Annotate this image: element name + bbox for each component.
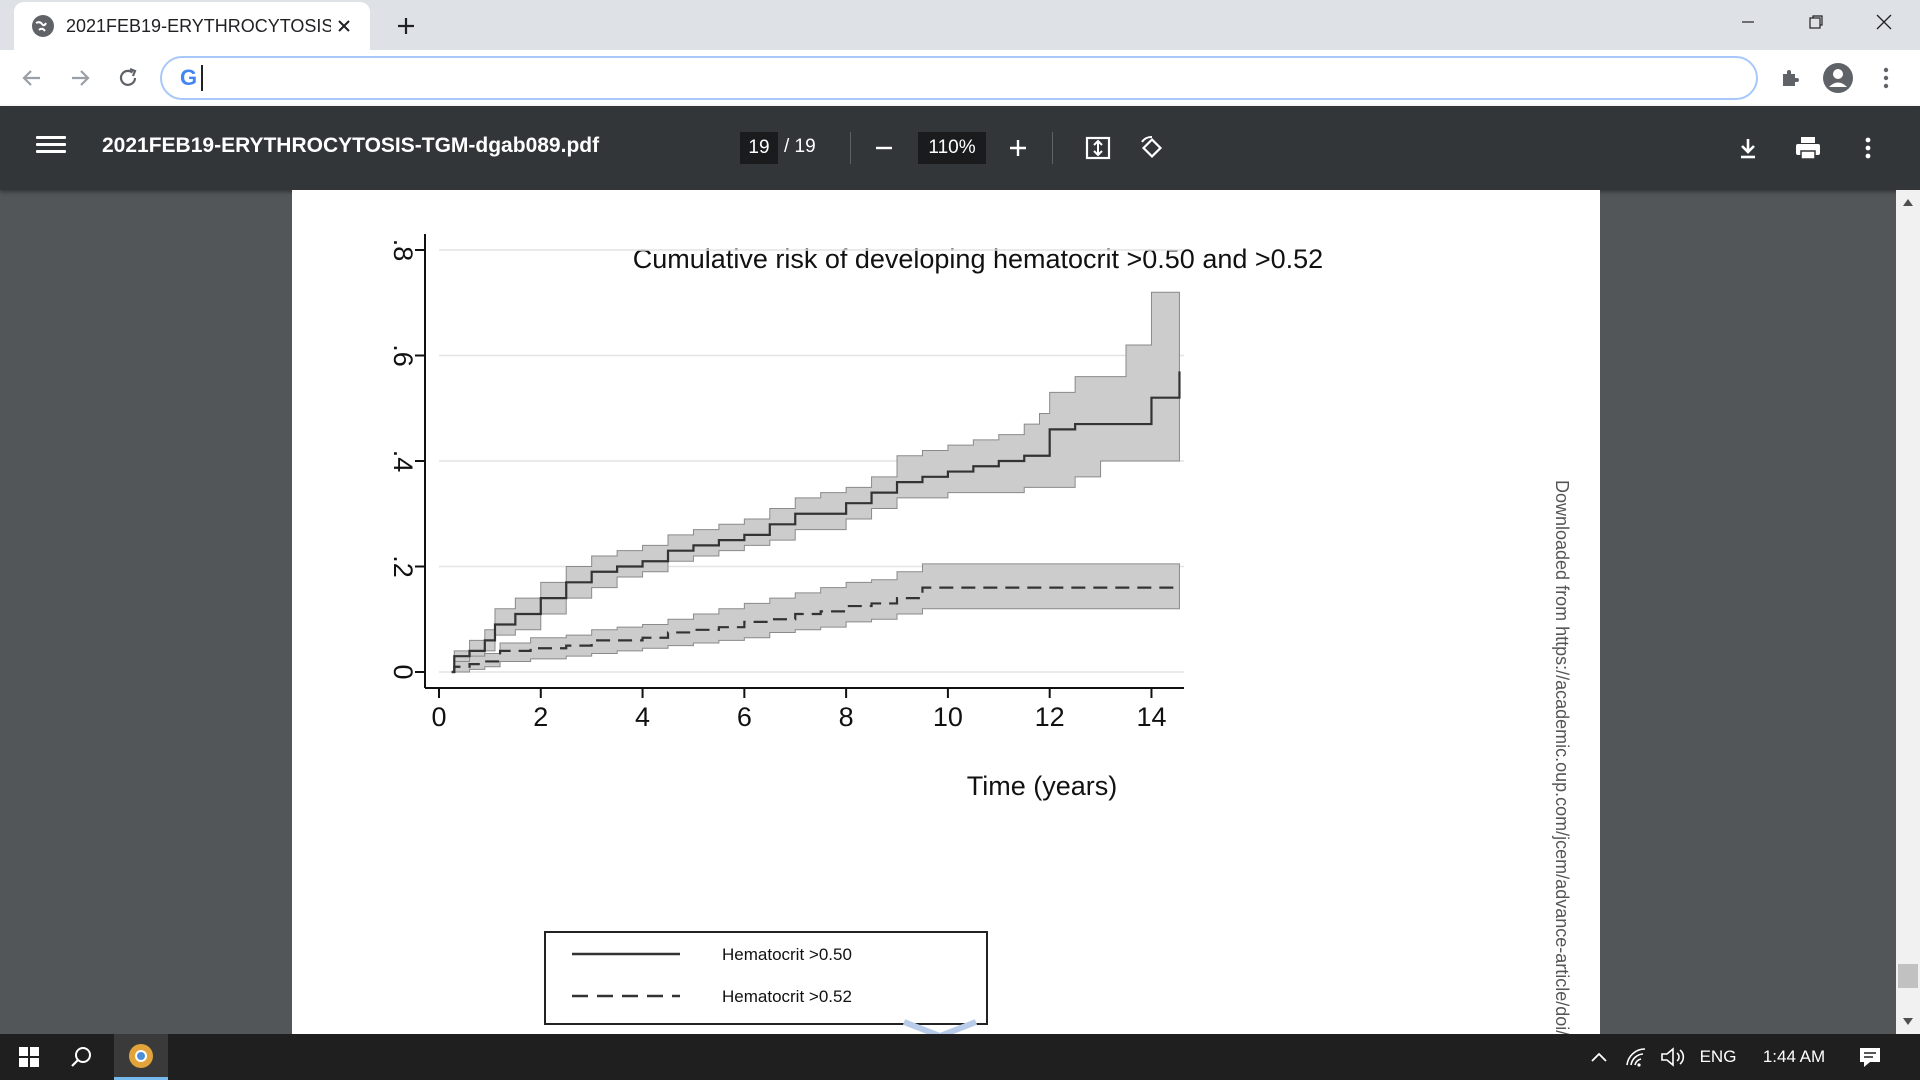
windows-start-icon[interactable] [6, 1034, 52, 1080]
hamburger-menu-icon[interactable] [36, 132, 66, 162]
toolbar-divider [850, 132, 851, 164]
legend-box [544, 931, 988, 1025]
clock[interactable]: 1:44 AM [1762, 1047, 1826, 1066]
watermark-logo-fragment [902, 1019, 978, 1034]
notifications-icon[interactable] [1850, 1034, 1890, 1080]
km-line-series-2 [451, 586, 1180, 674]
zoom-out-icon[interactable] [866, 130, 902, 166]
reload-icon[interactable] [110, 60, 146, 96]
extensions-puzzle-icon[interactable] [1772, 60, 1808, 96]
rotate-icon[interactable] [1134, 130, 1170, 166]
scroll-down-arrow-icon[interactable] [1896, 1012, 1920, 1032]
toolbar-divider [1052, 132, 1053, 164]
close-tab-icon[interactable] [332, 14, 356, 38]
close-window-icon[interactable] [1852, 0, 1916, 44]
more-options-icon[interactable] [1850, 130, 1886, 166]
browser-tab[interactable]: 2021FEB19-ERYTHROCYTOSIS-TGM-dgab089.pdf [14, 2, 370, 50]
x-tick-label: 0 [431, 702, 446, 732]
new-tab-button[interactable] [390, 10, 422, 42]
vertical-scrollbar[interactable] [1896, 190, 1920, 1034]
km-chart: Cumulative risk of developing hematocrit… [388, 234, 1572, 1034]
x-tick-label: 4 [635, 702, 650, 732]
legend-label-series-1: Hematocrit >0.50 [722, 945, 852, 964]
page-total: / 19 [784, 136, 816, 157]
pdf-file-name: 2021FEB19-ERYTHROCYTOSIS-TGM-dgab089.pdf [102, 134, 600, 157]
print-icon[interactable] [1790, 130, 1826, 166]
browser-menu-icon[interactable] [1868, 60, 1904, 96]
wifi-icon[interactable] [1620, 1034, 1654, 1080]
fit-to-page-icon[interactable] [1080, 130, 1116, 166]
download-icon[interactable] [1730, 130, 1766, 166]
page-number-input[interactable]: 19 [740, 132, 778, 164]
chart-title: Cumulative risk of developing hematocrit… [633, 244, 1323, 274]
profile-avatar-icon[interactable] [1820, 60, 1856, 96]
x-tick-label: 12 [1035, 702, 1065, 732]
restore-window-icon[interactable] [1784, 0, 1848, 44]
volume-icon[interactable] [1656, 1034, 1690, 1080]
scrollbar-thumb[interactable] [1898, 964, 1918, 988]
back-arrow-icon[interactable] [14, 60, 50, 96]
download-side-note: Downloaded from https://academic.oup.com… [1552, 480, 1572, 1034]
tab-strip: 2021FEB19-ERYTHROCYTOSIS-TGM-dgab089.pdf [0, 0, 1920, 50]
show-hidden-icons-icon[interactable] [1584, 1034, 1614, 1080]
scroll-up-arrow-icon[interactable] [1896, 192, 1920, 212]
x-tick-label: 14 [1136, 702, 1166, 732]
km-line-series-1 [451, 371, 1181, 674]
pdf-page: Cumulative risk of developing hematocrit… [292, 190, 1600, 1034]
x-tick-label: 6 [737, 702, 752, 732]
chrome-taskbar-icon[interactable] [114, 1034, 168, 1080]
x-tick-label: 2 [533, 702, 548, 732]
confidence-band-series-2 [451, 563, 1180, 673]
confidence-band-series-1 [451, 291, 1180, 673]
x-tick-label: 8 [839, 702, 854, 732]
globe-icon [32, 15, 54, 37]
x-tick-label: 10 [933, 702, 963, 732]
language-indicator[interactable]: ENG [1699, 1047, 1737, 1066]
y-tick-label: .6 [388, 344, 418, 367]
text-caret [201, 65, 204, 91]
search-icon[interactable] [58, 1034, 104, 1080]
legend-label-series-2: Hematocrit >0.52 [722, 987, 852, 1006]
zoom-in-icon[interactable] [1000, 130, 1036, 166]
zoom-level-input[interactable]: 110% [918, 132, 986, 164]
x-axis-label: Time (years) [967, 771, 1118, 801]
omnibox-input[interactable] [211, 67, 1712, 89]
address-bar[interactable]: G [160, 56, 1758, 100]
y-tick-label: .2 [388, 555, 418, 578]
minimize-window-icon[interactable] [1716, 0, 1780, 44]
chart-legend: Hematocrit >0.50 Hematocrit >0.52 [544, 931, 988, 1025]
y-tick-label: .4 [388, 450, 418, 473]
pdf-toolbar: 2021FEB19-ERYTHROCYTOSIS-TGM-dgab089.pdf… [0, 106, 1920, 190]
y-tick-label: .8 [388, 239, 418, 262]
forward-arrow-icon[interactable] [62, 60, 98, 96]
browser-toolbar: G [0, 50, 1920, 106]
windows-taskbar: ENG 1:44 AM [0, 1034, 1920, 1080]
y-tick-label: 0 [388, 664, 418, 679]
tab-title: 2021FEB19-ERYTHROCYTOSIS-TGM-dgab089.pdf [66, 15, 331, 36]
google-icon: G [180, 65, 198, 90]
